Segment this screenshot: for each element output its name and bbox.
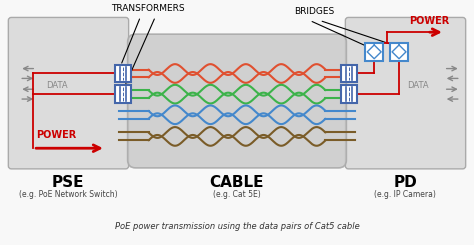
Text: POWER: POWER [36, 130, 76, 140]
Bar [390, 43, 408, 61]
Text: PD: PD [393, 175, 417, 190]
Text: (e.g. Cat 5E): (e.g. Cat 5E) [213, 190, 261, 198]
FancyBboxPatch shape [128, 34, 346, 168]
Bar [341, 85, 357, 103]
Text: (e.g. PoE Network Switch): (e.g. PoE Network Switch) [18, 190, 117, 198]
Text: DATA: DATA [407, 81, 429, 90]
Text: DATA: DATA [46, 81, 68, 90]
Text: BRIDGES: BRIDGES [294, 7, 335, 16]
Text: PoE power transmission using the data pairs of Cat5 cable: PoE power transmission using the data pa… [115, 222, 359, 231]
Bar [365, 43, 383, 61]
Text: PSE: PSE [52, 175, 84, 190]
Bar [341, 65, 357, 82]
Text: TRANSFORMERS: TRANSFORMERS [111, 3, 184, 12]
FancyBboxPatch shape [9, 17, 128, 169]
Bar [115, 85, 131, 103]
Text: CABLE: CABLE [210, 175, 264, 190]
Text: (e.g. IP Camera): (e.g. IP Camera) [374, 190, 436, 198]
Text: POWER: POWER [409, 16, 449, 26]
FancyBboxPatch shape [346, 17, 465, 169]
Bar [115, 65, 131, 82]
